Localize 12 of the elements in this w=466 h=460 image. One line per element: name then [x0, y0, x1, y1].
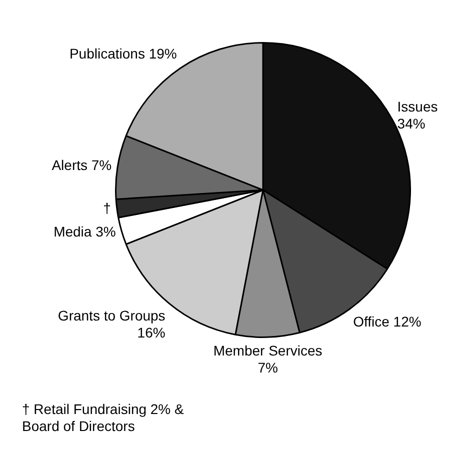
data-label: 7%	[258, 360, 278, 376]
slice-label: Grants to Groups	[58, 307, 166, 324]
text: † Retail Fundraising 2% & Board of Directors	[22, 400, 185, 434]
slice-label: †	[103, 200, 111, 216]
data-label: 34%	[397, 116, 426, 132]
slice-label: Media 3%	[54, 224, 116, 240]
data-label: 16%	[137, 324, 166, 340]
slice-label: Issues	[397, 98, 438, 115]
slice-label: Member Services	[213, 342, 322, 359]
slice-label: Office 12%	[353, 313, 422, 330]
slice-label: Publications 19%	[69, 46, 177, 62]
slice-label: Alerts 7%	[52, 156, 112, 173]
